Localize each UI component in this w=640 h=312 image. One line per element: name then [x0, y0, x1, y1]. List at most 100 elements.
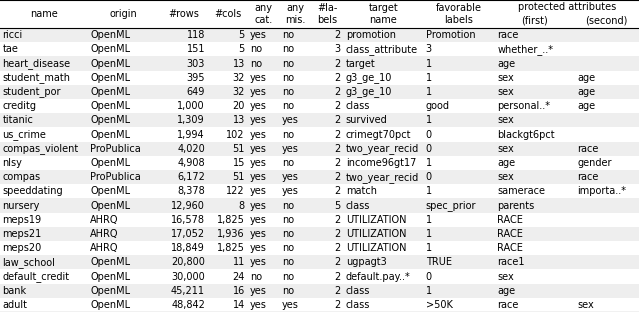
- Text: 303: 303: [187, 59, 205, 69]
- Text: 2: 2: [335, 257, 340, 267]
- Text: 6,172: 6,172: [177, 172, 205, 182]
- Text: heart_disease: heart_disease: [3, 58, 70, 69]
- Text: protected attributes: protected attributes: [518, 2, 616, 12]
- Text: 2: 2: [335, 158, 340, 168]
- Text: yes: yes: [250, 158, 267, 168]
- Text: 2: 2: [335, 101, 340, 111]
- Text: age: age: [497, 59, 516, 69]
- Text: sex: sex: [577, 300, 594, 310]
- Text: 1: 1: [426, 87, 432, 97]
- Text: 2: 2: [335, 286, 340, 296]
- Text: no: no: [282, 201, 294, 211]
- Bar: [0, 269, 639, 284]
- Text: >50K: >50K: [426, 300, 452, 310]
- Text: class: class: [346, 101, 370, 111]
- Text: yes: yes: [250, 243, 267, 253]
- Text: #la-
bels: #la- bels: [317, 3, 337, 25]
- Text: 1: 1: [426, 73, 432, 83]
- Text: no: no: [282, 101, 294, 111]
- Bar: [0, 0, 639, 28]
- Text: 18,849: 18,849: [172, 243, 205, 253]
- Text: 48,842: 48,842: [171, 300, 205, 310]
- Text: OpenML: OpenML: [90, 201, 131, 211]
- Text: income96gt17: income96gt17: [346, 158, 416, 168]
- Text: race: race: [497, 300, 519, 310]
- Text: 1,994: 1,994: [177, 129, 205, 139]
- Text: TRUE: TRUE: [426, 257, 452, 267]
- Text: UTILIZATION: UTILIZATION: [346, 229, 406, 239]
- Text: sex: sex: [497, 115, 514, 125]
- Text: 118: 118: [187, 30, 205, 40]
- Text: match: match: [346, 186, 377, 196]
- Text: no: no: [282, 286, 294, 296]
- Text: 13: 13: [233, 59, 245, 69]
- Text: no: no: [250, 44, 262, 54]
- Text: ricci: ricci: [3, 30, 23, 40]
- Bar: [0, 28, 639, 42]
- Text: race: race: [577, 144, 598, 154]
- Text: 1,825: 1,825: [217, 243, 245, 253]
- Text: age: age: [577, 87, 595, 97]
- Text: yes: yes: [282, 144, 299, 154]
- Text: class: class: [346, 300, 370, 310]
- Text: OpenML: OpenML: [90, 158, 131, 168]
- Text: no: no: [282, 243, 294, 253]
- Text: #rows: #rows: [168, 9, 199, 19]
- Text: 30,000: 30,000: [172, 271, 205, 281]
- Text: two_year_recid: two_year_recid: [346, 143, 419, 154]
- Text: 151: 151: [186, 44, 205, 54]
- Text: sex: sex: [497, 144, 514, 154]
- Text: 20: 20: [232, 101, 245, 111]
- Text: 2: 2: [335, 271, 340, 281]
- Text: 17,052: 17,052: [171, 229, 205, 239]
- Text: yes: yes: [250, 229, 267, 239]
- Text: 1,936: 1,936: [218, 229, 245, 239]
- Text: 1: 1: [426, 286, 432, 296]
- Text: compas: compas: [3, 172, 41, 182]
- Text: no: no: [282, 44, 294, 54]
- Text: gender: gender: [577, 158, 612, 168]
- Text: yes: yes: [282, 186, 299, 196]
- Text: 0: 0: [426, 271, 432, 281]
- Text: parents: parents: [497, 201, 535, 211]
- Text: UTILIZATION: UTILIZATION: [346, 243, 406, 253]
- Text: tae: tae: [3, 44, 19, 54]
- Text: nlsy: nlsy: [3, 158, 22, 168]
- Text: age: age: [497, 158, 516, 168]
- Bar: [0, 71, 639, 85]
- Text: 122: 122: [227, 186, 245, 196]
- Text: yes: yes: [250, 144, 267, 154]
- Text: g3_ge_10: g3_ge_10: [346, 86, 392, 97]
- Text: 2: 2: [335, 30, 340, 40]
- Text: no: no: [282, 257, 294, 267]
- Text: yes: yes: [250, 201, 267, 211]
- Bar: [0, 255, 639, 269]
- Text: any
cat.: any cat.: [254, 3, 273, 25]
- Text: AHRQ: AHRQ: [90, 215, 119, 225]
- Text: 11: 11: [233, 257, 245, 267]
- Text: no: no: [282, 271, 294, 281]
- Text: sex: sex: [497, 87, 514, 97]
- Text: no: no: [282, 87, 294, 97]
- Text: crimegt70pct: crimegt70pct: [346, 129, 412, 139]
- Text: origin: origin: [110, 9, 138, 19]
- Text: compas_violent: compas_violent: [3, 143, 79, 154]
- Text: sex: sex: [497, 73, 514, 83]
- Text: AHRQ: AHRQ: [90, 243, 119, 253]
- Text: personal..*: personal..*: [497, 101, 550, 111]
- Text: 2: 2: [335, 300, 340, 310]
- Text: age: age: [577, 73, 595, 83]
- Text: student_por: student_por: [3, 86, 61, 97]
- Bar: [0, 42, 639, 56]
- Text: OpenML: OpenML: [90, 87, 131, 97]
- Text: OpenML: OpenML: [90, 186, 131, 196]
- Text: whether_..*: whether_..*: [497, 44, 554, 55]
- Text: sex: sex: [497, 172, 514, 182]
- Text: class_attribute: class_attribute: [346, 44, 418, 55]
- Text: RACE: RACE: [497, 215, 524, 225]
- Bar: [0, 241, 639, 255]
- Text: yes: yes: [250, 30, 267, 40]
- Text: 2: 2: [335, 87, 340, 97]
- Text: 45,211: 45,211: [171, 286, 205, 296]
- Text: promotion: promotion: [346, 30, 396, 40]
